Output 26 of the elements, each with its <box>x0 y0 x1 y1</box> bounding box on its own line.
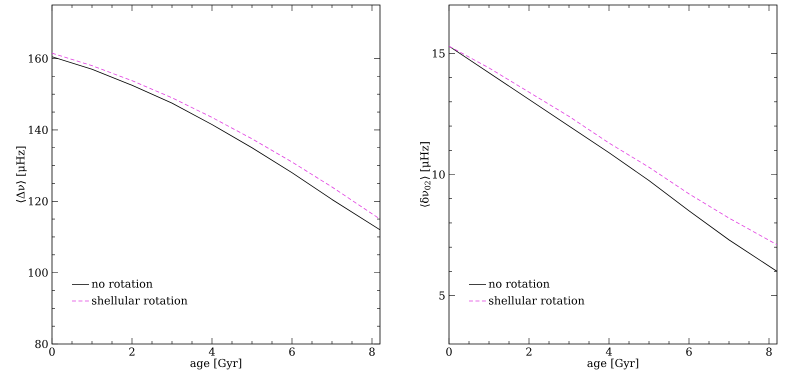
y-tick-label: 120 <box>28 197 48 206</box>
x-tick-label: 8 <box>369 348 375 356</box>
legend-label: shellular rotation <box>92 296 188 305</box>
x-axis-title: age [Gyr] <box>587 358 638 370</box>
x-tick-label: 8 <box>766 348 772 356</box>
y-tick-label: 140 <box>28 126 48 134</box>
x-tick-label: 4 <box>606 348 612 356</box>
x-axis-title: age [Gyr] <box>190 358 242 370</box>
x-tick-label: 4 <box>208 348 215 356</box>
y-axis-title: ⟨Δν⟩ [μHz] <box>16 146 27 202</box>
y-tick-label: 80 <box>35 340 48 348</box>
x-tick-label: 0 <box>49 348 55 356</box>
y-tick-label: 15 <box>432 49 445 58</box>
legend-label: no rotation <box>92 280 153 288</box>
y-tick-label: 10 <box>432 170 445 179</box>
x-tick-label: 2 <box>129 348 134 356</box>
x-tick-label: 6 <box>686 348 692 356</box>
x-tick-label: 6 <box>289 348 295 356</box>
y-axis-title: ⟨δν$_{02}$⟩ [μHz] <box>420 142 431 207</box>
legend-label: shellular rotation <box>489 296 584 305</box>
y-tick-label: 160 <box>28 54 48 63</box>
x-tick-label: 2 <box>526 348 532 356</box>
y-tick-label: 5 <box>439 292 445 300</box>
y-tick-label: 100 <box>28 268 48 277</box>
x-tick-label: 0 <box>446 348 452 356</box>
legend-label: no rotation <box>488 280 550 288</box>
